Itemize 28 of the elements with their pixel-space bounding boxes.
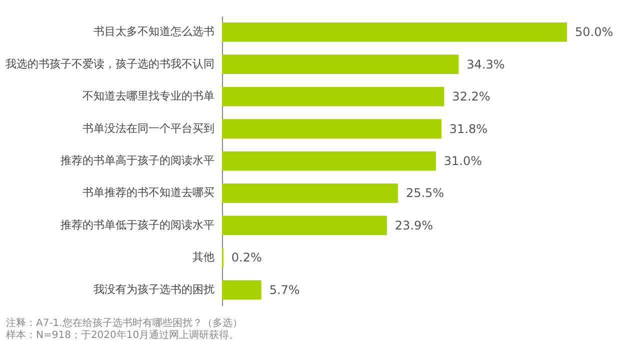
y-tick-label: 推荐的书单高于孩子的阅读水平 xyxy=(60,154,214,167)
bar xyxy=(222,216,387,236)
y-tick-label: 推荐的书单低于孩子的阅读水平 xyxy=(60,218,214,232)
bar xyxy=(222,151,436,171)
data-label: 0.2% xyxy=(231,250,262,265)
y-tick-label: 不知道去哪里找专业的书单 xyxy=(82,90,214,103)
text: 样本：N=918；于2020年10月通过网上调研获得。 xyxy=(6,330,240,342)
bar xyxy=(222,22,567,42)
data-label: 31.0% xyxy=(444,154,482,168)
data-label: 32.2% xyxy=(452,90,490,104)
data-label: 5.7% xyxy=(269,282,300,297)
y-tick-label: 书单推荐的书不知道去哪买 xyxy=(82,186,214,200)
bar xyxy=(222,54,459,74)
y-tick-label: 我选的书孩子不爱读，孩子选的书我不认同 xyxy=(6,57,214,70)
data-label: 25.5% xyxy=(406,186,444,200)
text: 注释：A7-1.您在给孩子选书时有哪些困扰？（多选） xyxy=(6,318,242,330)
bar xyxy=(222,184,398,203)
bar xyxy=(222,119,442,138)
data-label: 23.9% xyxy=(394,218,434,232)
y-tick-label: 书单没法在同一个平台买到 xyxy=(82,122,214,135)
y-tick-label: 书目太多不知道怎么选书 xyxy=(94,25,214,38)
y-tick-label: 我没有为孩子选书的困扰 xyxy=(94,282,214,296)
bar xyxy=(222,86,444,106)
y-tick-label: 其他 xyxy=(192,250,214,264)
bar xyxy=(222,280,262,300)
data-label: 31.8% xyxy=(449,122,488,136)
data-label: 50.0% xyxy=(575,25,614,40)
data-label: 34.3% xyxy=(466,57,505,72)
